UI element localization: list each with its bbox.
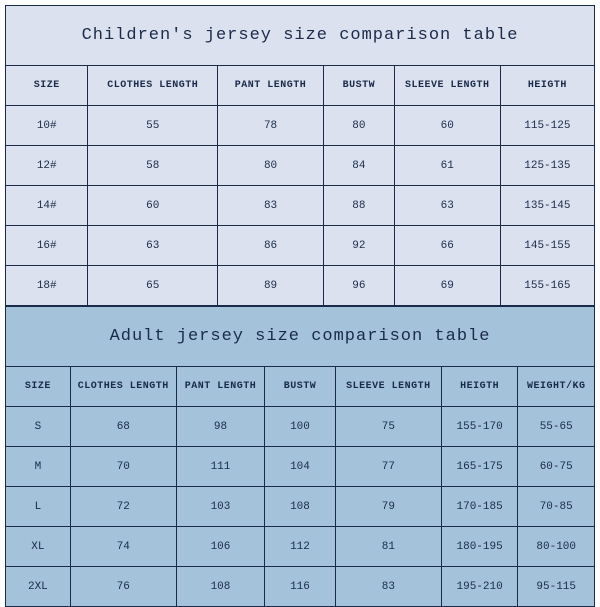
table-cell: 55-65 [518,407,595,447]
col-sleeve-length: SLEEVE LENGTH [335,367,441,407]
table-cell: 88 [324,186,395,226]
table-cell: 111 [176,447,264,487]
col-bustw: BUSTW [265,367,336,407]
table-cell: 86 [218,226,324,266]
table-row: 18#65899669155-165 [6,266,595,306]
col-pant-length: PANT LENGTH [218,66,324,106]
col-sleeve-length: SLEEVE LENGTH [394,66,500,106]
table-row: M7011110477165-17560-75 [6,447,595,487]
table-cell: 72 [70,487,176,527]
table-cell: 66 [394,226,500,266]
table-cell: 10# [6,106,88,146]
table-cell: 103 [176,487,264,527]
table-cell: 63 [88,226,218,266]
table-cell: 115-125 [500,106,594,146]
table-cell: 74 [70,527,176,567]
table-cell: 12# [6,146,88,186]
table-row: L7210310879170-18570-85 [6,487,595,527]
table-cell: 68 [70,407,176,447]
col-size: SIZE [6,66,88,106]
table-cell: 70-85 [518,487,595,527]
children-size-table: Children's jersey size comparison table … [5,5,595,306]
table-cell: 60 [88,186,218,226]
col-pant-length: PANT LENGTH [176,367,264,407]
table-cell: 106 [176,527,264,567]
table-cell: 70 [70,447,176,487]
table-cell: 100 [265,407,336,447]
table-cell: 125-135 [500,146,594,186]
table-cell: 155-170 [441,407,518,447]
table-cell: 79 [335,487,441,527]
table-row: XL7410611281180-19580-100 [6,527,595,567]
table-cell: 195-210 [441,567,518,607]
table-cell: 92 [324,226,395,266]
table-cell: 89 [218,266,324,306]
col-weight-kg: WEIGHT/KG [518,367,595,407]
table-cell: 108 [176,567,264,607]
col-clothes-length: CLOTHES LENGTH [88,66,218,106]
table-cell: M [6,447,71,487]
table-cell: 14# [6,186,88,226]
table-cell: 96 [324,266,395,306]
table-cell: 98 [176,407,264,447]
table-row: 16#63869266145-155 [6,226,595,266]
table-row: 2XL7610811683195-21095-115 [6,567,595,607]
table-cell: 63 [394,186,500,226]
children-table-title: Children's jersey size comparison table [6,6,595,66]
table-cell: 78 [218,106,324,146]
table-row: 12#58808461125-135 [6,146,595,186]
table-cell: 55 [88,106,218,146]
table-cell: 76 [70,567,176,607]
table-cell: 155-165 [500,266,594,306]
table-cell: 80-100 [518,527,595,567]
table-cell: S [6,407,71,447]
table-cell: 80 [324,106,395,146]
table-row: 14#60838863135-145 [6,186,595,226]
table-cell: 16# [6,226,88,266]
table-cell: 58 [88,146,218,186]
table-cell: 77 [335,447,441,487]
table-cell: 145-155 [500,226,594,266]
table-cell: XL [6,527,71,567]
table-cell: 61 [394,146,500,186]
table-cell: 170-185 [441,487,518,527]
size-tables-wrap: Children's jersey size comparison table … [5,5,595,607]
table-cell: 81 [335,527,441,567]
children-header-row: SIZE CLOTHES LENGTH PANT LENGTH BUSTW SL… [6,66,595,106]
table-cell: 165-175 [441,447,518,487]
adult-table-title: Adult jersey size comparison table [6,307,595,367]
adult-table-body: S689810075155-17055-65M7011110477165-175… [6,407,595,607]
table-row: S689810075155-17055-65 [6,407,595,447]
col-clothes-length: CLOTHES LENGTH [70,367,176,407]
table-cell: 69 [394,266,500,306]
table-cell: 18# [6,266,88,306]
adult-size-table: Adult jersey size comparison table SIZE … [5,306,595,607]
table-cell: 108 [265,487,336,527]
table-cell: 65 [88,266,218,306]
children-table-body: 10#55788060115-12512#58808461125-13514#6… [6,106,595,306]
table-cell: 83 [218,186,324,226]
table-cell: 60-75 [518,447,595,487]
table-cell: 116 [265,567,336,607]
table-cell: L [6,487,71,527]
table-cell: 95-115 [518,567,595,607]
table-cell: 83 [335,567,441,607]
table-row: 10#55788060115-125 [6,106,595,146]
table-cell: 112 [265,527,336,567]
table-cell: 60 [394,106,500,146]
table-cell: 104 [265,447,336,487]
col-heigth: HEIGTH [500,66,594,106]
adult-header-row: SIZE CLOTHES LENGTH PANT LENGTH BUSTW SL… [6,367,595,407]
table-cell: 80 [218,146,324,186]
table-cell: 84 [324,146,395,186]
table-cell: 180-195 [441,527,518,567]
col-bustw: BUSTW [324,66,395,106]
table-cell: 135-145 [500,186,594,226]
table-cell: 2XL [6,567,71,607]
table-cell: 75 [335,407,441,447]
col-heigth: HEIGTH [441,367,518,407]
col-size: SIZE [6,367,71,407]
